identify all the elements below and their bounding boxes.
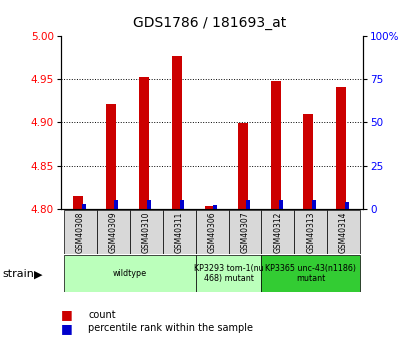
Text: strain: strain [2,269,34,279]
Bar [147,200,151,209]
Bar [279,200,283,209]
Text: GSM40311: GSM40311 [175,211,184,253]
Text: percentile rank within the sample: percentile rank within the sample [88,324,253,333]
Text: KP3293 tom-1(nu
468) mutant: KP3293 tom-1(nu 468) mutant [194,264,263,283]
Text: wildtype: wildtype [113,269,147,278]
Bar [163,210,196,254]
Bar [130,210,163,254]
Text: ▶: ▶ [34,269,43,279]
Bar [74,196,83,209]
Bar [172,56,182,209]
Text: GSM40313: GSM40313 [306,211,315,253]
Text: GSM40312: GSM40312 [273,211,282,253]
Text: ■: ■ [61,308,73,321]
Bar [81,204,86,209]
Text: ■: ■ [61,322,73,335]
Text: GSM40309: GSM40309 [109,211,118,253]
Bar [261,255,360,292]
Bar [115,200,118,209]
Bar [180,200,184,209]
Bar [261,210,294,254]
Bar [64,255,196,292]
Bar [196,210,228,254]
Bar [312,200,316,209]
Bar [213,205,217,209]
Text: GDS1786 / 181693_at: GDS1786 / 181693_at [134,16,286,30]
Text: GSM40308: GSM40308 [76,211,85,253]
Text: count: count [88,310,116,319]
Bar [327,210,360,254]
Bar [303,114,313,209]
Bar [106,104,116,209]
Bar [344,202,349,209]
Text: GSM40307: GSM40307 [241,211,249,253]
Bar [294,210,327,254]
Text: GSM40306: GSM40306 [207,211,217,253]
Bar [64,210,97,254]
Bar [238,123,248,209]
Bar [228,210,261,254]
Bar [139,77,149,209]
Bar [205,206,215,209]
Text: GSM40314: GSM40314 [339,211,348,253]
Bar [336,87,346,209]
Text: GSM40310: GSM40310 [142,211,151,253]
Text: KP3365 unc-43(n1186)
mutant: KP3365 unc-43(n1186) mutant [265,264,356,283]
Bar [246,200,250,209]
Bar [97,210,130,254]
Bar [196,255,261,292]
Bar [270,81,281,209]
